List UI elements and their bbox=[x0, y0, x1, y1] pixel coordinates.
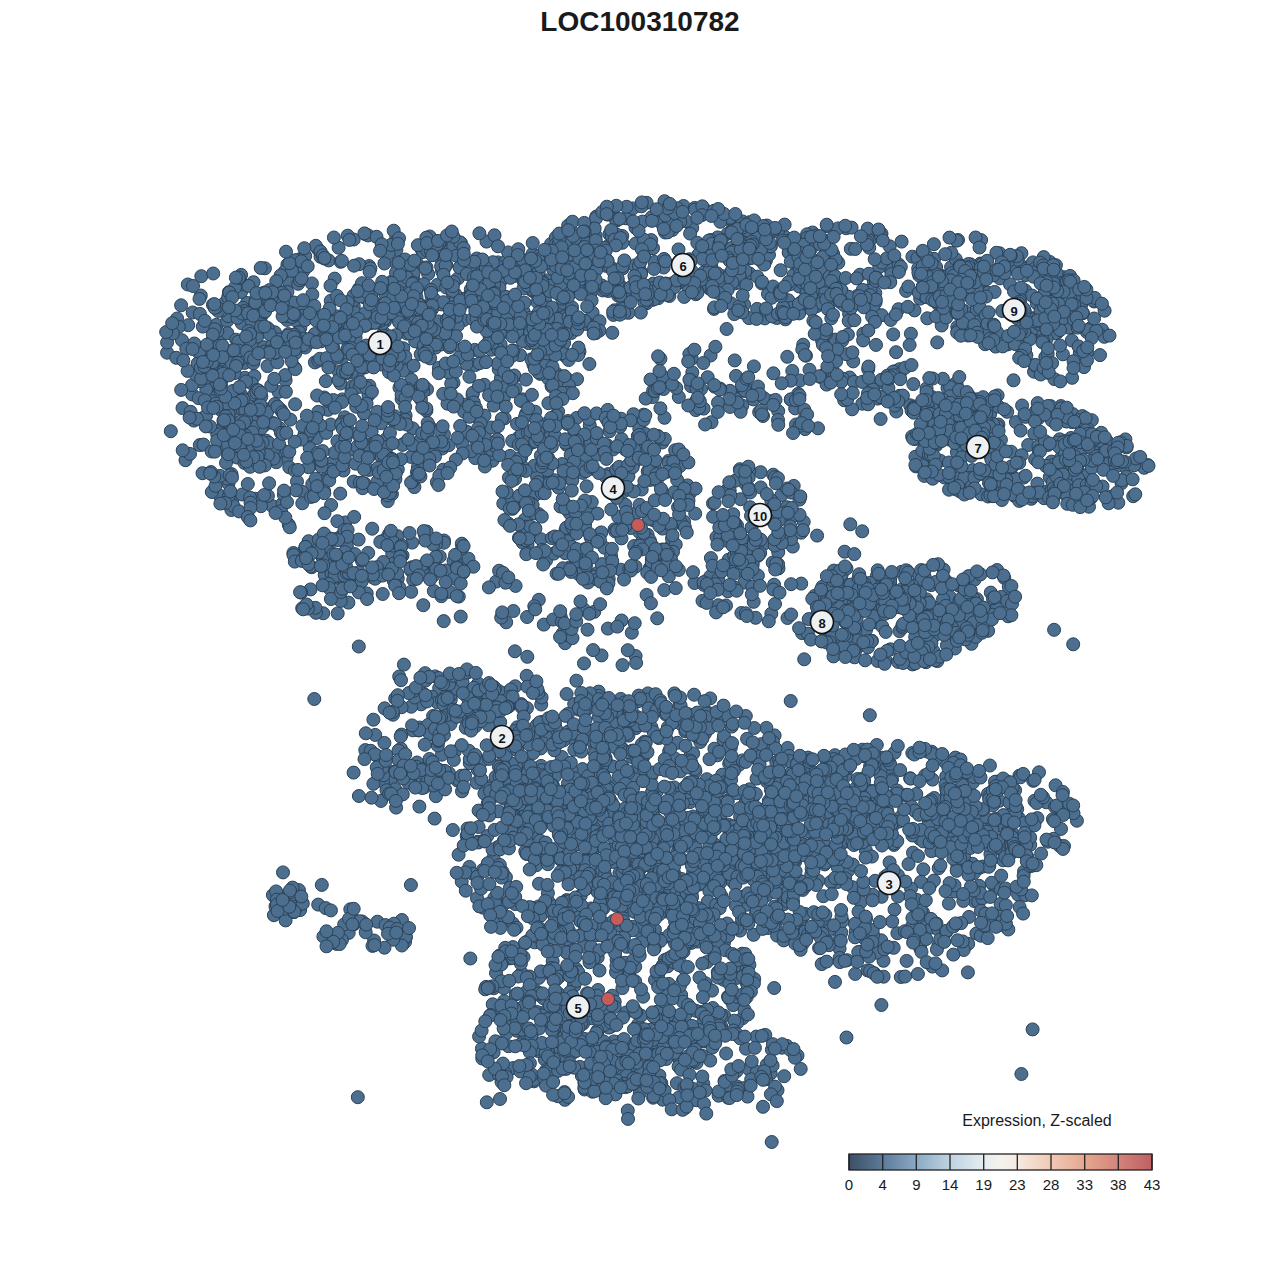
svg-text:28: 28 bbox=[1043, 1176, 1060, 1193]
svg-text:4: 4 bbox=[879, 1176, 887, 1193]
svg-text:0: 0 bbox=[845, 1176, 853, 1193]
svg-text:1: 1 bbox=[376, 337, 383, 352]
svg-text:7: 7 bbox=[974, 441, 981, 456]
svg-text:33: 33 bbox=[1076, 1176, 1093, 1193]
svg-text:10: 10 bbox=[753, 509, 767, 524]
svg-text:Expression, Z-scaled: Expression, Z-scaled bbox=[962, 1112, 1111, 1129]
svg-text:4: 4 bbox=[609, 482, 617, 497]
svg-text:19: 19 bbox=[975, 1176, 992, 1193]
svg-text:3: 3 bbox=[885, 877, 892, 892]
svg-text:43: 43 bbox=[1144, 1176, 1161, 1193]
svg-text:9: 9 bbox=[1010, 304, 1017, 319]
svg-text:2: 2 bbox=[498, 731, 505, 746]
svg-text:38: 38 bbox=[1110, 1176, 1127, 1193]
svg-text:8: 8 bbox=[818, 616, 825, 631]
svg-text:14: 14 bbox=[942, 1176, 959, 1193]
svg-text:5: 5 bbox=[574, 1001, 581, 1016]
svg-text:6: 6 bbox=[679, 259, 686, 274]
svg-text:9: 9 bbox=[912, 1176, 920, 1193]
svg-text:23: 23 bbox=[1009, 1176, 1026, 1193]
